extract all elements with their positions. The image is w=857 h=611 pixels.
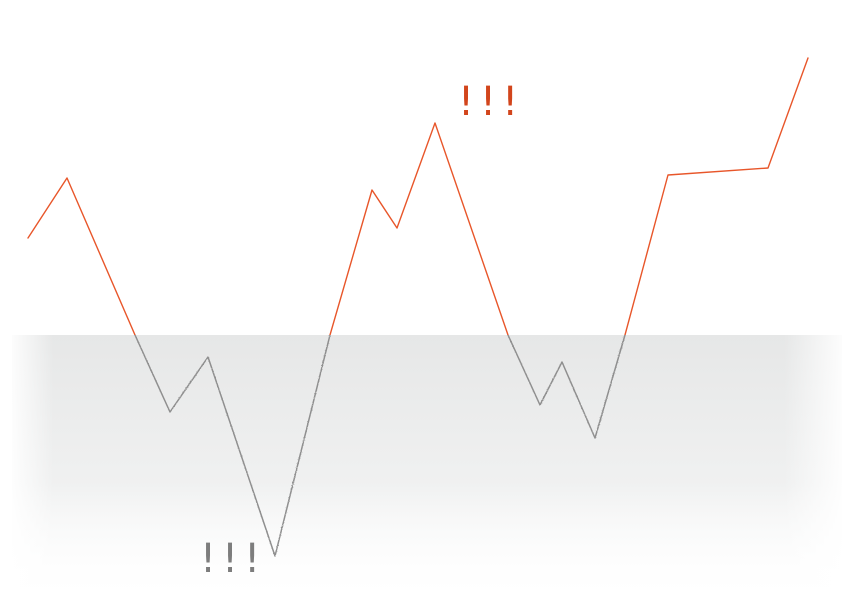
shade-edge-fade	[12, 335, 842, 605]
waveform-line-above	[27, 57, 809, 335]
exclamation-marks-below: !!!	[200, 536, 266, 582]
exclamation-marks-above: !!!	[458, 79, 524, 125]
waveform-above-baseline	[27, 57, 809, 335]
waveform-below-baseline	[134, 335, 626, 557]
shaded-region	[12, 335, 842, 605]
waveform-line-below	[134, 335, 626, 557]
